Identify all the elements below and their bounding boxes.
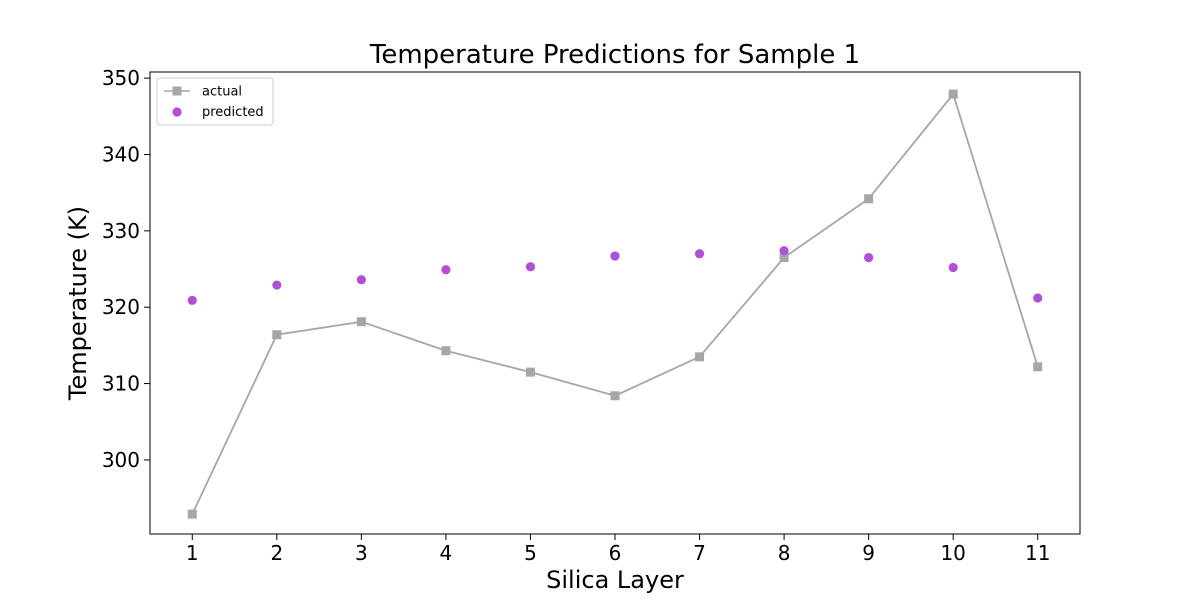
x-axis-label: Silica Layer bbox=[546, 566, 684, 594]
actual-point-7 bbox=[695, 352, 705, 362]
x-axis-ticks: 1 2 3 4 5 6 7 8 9 10 11 bbox=[186, 534, 1050, 565]
x-tick-label: 7 bbox=[693, 541, 706, 565]
legend-label-actual: actual bbox=[202, 85, 242, 100]
x-tick-label: 6 bbox=[609, 541, 622, 565]
actual-point-11 bbox=[1033, 362, 1043, 372]
x-tick-label: 8 bbox=[778, 541, 791, 565]
x-tick-label: 3 bbox=[355, 541, 368, 565]
actual-point-2 bbox=[272, 330, 282, 340]
predicted-point-3 bbox=[356, 275, 366, 285]
predicted-point-4 bbox=[441, 265, 451, 275]
legend-box bbox=[156, 77, 274, 126]
y-axis-label: Temperature (K) bbox=[64, 206, 92, 401]
actual-point-9 bbox=[864, 194, 874, 204]
y-tick-label: 330 bbox=[102, 219, 140, 243]
actual-point-1 bbox=[187, 509, 197, 519]
x-tick-label: 5 bbox=[524, 541, 537, 565]
y-tick-label: 350 bbox=[102, 66, 140, 90]
actual-point-6 bbox=[610, 391, 620, 401]
y-tick-label: 300 bbox=[102, 448, 140, 472]
actual-point-5 bbox=[525, 367, 535, 377]
x-tick-label: 11 bbox=[1025, 541, 1050, 565]
legend: actual predicted bbox=[156, 77, 274, 126]
chart-title: Temperature Predictions for Sample 1 bbox=[369, 40, 860, 70]
predicted-point-6 bbox=[610, 251, 620, 261]
legend-label-predicted: predicted bbox=[202, 105, 264, 120]
x-tick-label: 2 bbox=[270, 541, 283, 565]
actual-point-4 bbox=[441, 346, 451, 356]
actual-point-3 bbox=[356, 317, 366, 327]
x-tick-label: 4 bbox=[440, 541, 453, 565]
actual-point-8 bbox=[779, 253, 789, 263]
legend-actual-square-marker bbox=[172, 86, 182, 96]
legend-predicted-marker bbox=[172, 107, 182, 117]
predicted-point-7 bbox=[694, 249, 705, 259]
y-tick-label: 320 bbox=[102, 295, 140, 319]
actual-point-10 bbox=[948, 89, 958, 99]
predicted-point-8 bbox=[779, 246, 789, 256]
plot-area-frame bbox=[149, 71, 1081, 535]
x-tick-label: 9 bbox=[862, 541, 875, 565]
y-axis-ticks: 300 310 320 330 340 350 bbox=[102, 66, 150, 472]
plot-series bbox=[187, 89, 1043, 519]
predicted-point-2 bbox=[272, 280, 282, 290]
predicted-point-10 bbox=[948, 262, 958, 273]
y-tick-label: 310 bbox=[102, 372, 140, 396]
predicted-point-5 bbox=[525, 262, 536, 272]
predicted-point-11 bbox=[1033, 293, 1043, 303]
y-tick-label: 340 bbox=[102, 142, 140, 166]
x-tick-label: 1 bbox=[186, 541, 199, 565]
predicted-point-9 bbox=[864, 252, 874, 263]
x-tick-label: 10 bbox=[940, 541, 965, 565]
predicted-point-1 bbox=[187, 295, 197, 305]
